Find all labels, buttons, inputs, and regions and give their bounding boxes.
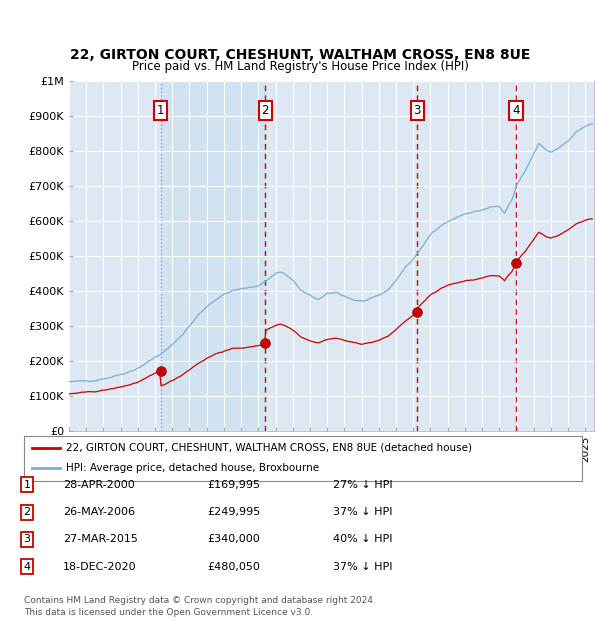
Text: 2: 2 [23, 507, 31, 517]
Text: 22, GIRTON COURT, CHESHUNT, WALTHAM CROSS, EN8 8UE (detached house): 22, GIRTON COURT, CHESHUNT, WALTHAM CROS… [66, 443, 472, 453]
Text: 3: 3 [23, 534, 31, 544]
Text: 22, GIRTON COURT, CHESHUNT, WALTHAM CROSS, EN8 8UE: 22, GIRTON COURT, CHESHUNT, WALTHAM CROS… [70, 48, 530, 62]
Text: 2: 2 [262, 104, 269, 117]
Text: 37% ↓ HPI: 37% ↓ HPI [333, 562, 392, 572]
Text: £340,000: £340,000 [207, 534, 260, 544]
Text: 4: 4 [512, 104, 520, 117]
Text: 1: 1 [157, 104, 164, 117]
Text: 27-MAR-2015: 27-MAR-2015 [63, 534, 138, 544]
Text: 3: 3 [413, 104, 421, 117]
Text: 40% ↓ HPI: 40% ↓ HPI [333, 534, 392, 544]
Text: Price paid vs. HM Land Registry's House Price Index (HPI): Price paid vs. HM Land Registry's House … [131, 60, 469, 73]
Text: 37% ↓ HPI: 37% ↓ HPI [333, 507, 392, 517]
Text: Contains HM Land Registry data © Crown copyright and database right 2024.
This d: Contains HM Land Registry data © Crown c… [24, 596, 376, 617]
Text: HPI: Average price, detached house, Broxbourne: HPI: Average price, detached house, Brox… [66, 463, 319, 474]
Text: £480,050: £480,050 [207, 562, 260, 572]
Text: £169,995: £169,995 [207, 480, 260, 490]
Text: 1: 1 [23, 480, 31, 490]
Text: 18-DEC-2020: 18-DEC-2020 [63, 562, 137, 572]
Text: 26-MAY-2006: 26-MAY-2006 [63, 507, 135, 517]
Text: £249,995: £249,995 [207, 507, 260, 517]
Text: 27% ↓ HPI: 27% ↓ HPI [333, 480, 392, 490]
Bar [161, 81, 265, 431]
Text: 4: 4 [23, 562, 31, 572]
Text: 28-APR-2000: 28-APR-2000 [63, 480, 135, 490]
